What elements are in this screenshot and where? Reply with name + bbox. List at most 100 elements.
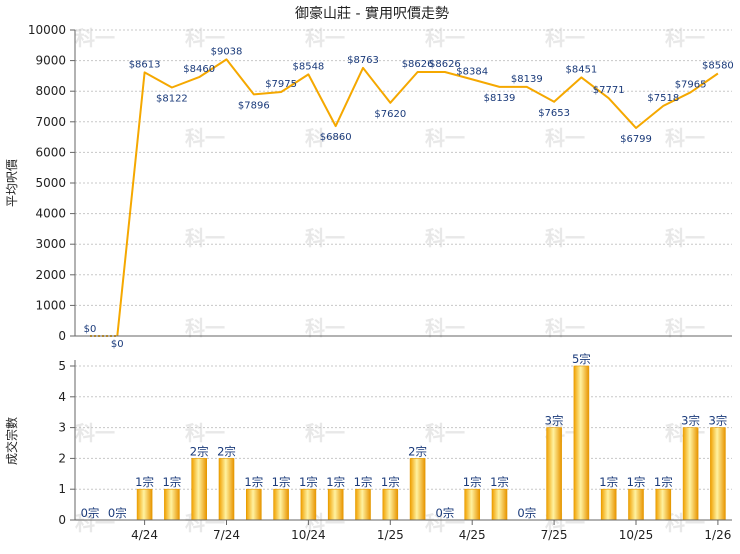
count-bar [464, 488, 481, 521]
price-point-label: $7620 [374, 109, 406, 120]
watermark-text: 科一 [425, 226, 465, 250]
watermark-text: 科一 [305, 126, 345, 150]
price-point-label: $8122 [156, 93, 188, 104]
count-bar-label: 2宗 [190, 444, 209, 458]
count-bars [136, 365, 726, 521]
count-bar-label: 3宗 [681, 414, 700, 428]
price-line-path [116, 58, 719, 337]
count-bar-label: 3宗 [708, 414, 727, 428]
x-tick-label: 1/25 [377, 528, 404, 542]
watermark-text: 科一 [665, 226, 705, 250]
watermark-text: 科一 [545, 126, 585, 150]
price-point-label: $8139 [484, 93, 516, 104]
watermark-text: 科一 [545, 226, 585, 250]
count-axis-label: 成交宗數 [4, 417, 19, 465]
watermark-text: 科一 [425, 421, 465, 445]
count-bar [246, 488, 262, 521]
count-bar-label: 1宗 [299, 475, 318, 489]
price-tick-label: 8000 [35, 84, 66, 98]
count-bar [409, 458, 426, 521]
count-tick-label: 4 [58, 390, 66, 404]
count-bar [218, 458, 235, 521]
price-point-label: $8384 [456, 66, 488, 77]
price-point-label: $7518 [647, 93, 679, 104]
count-bar [546, 427, 562, 521]
watermark-text: 科一 [425, 126, 465, 150]
price-tick-label: 10000 [28, 23, 66, 37]
price-tick-label: 9000 [35, 54, 66, 68]
price-point-label: $8626 [402, 59, 434, 70]
price-point-label: $7965 [675, 79, 707, 90]
x-tick-label: 10/25 [619, 528, 654, 542]
count-bar-label: 2宗 [217, 444, 236, 458]
count-bar-label: 1宗 [326, 475, 345, 489]
count-bar-label: 5宗 [572, 352, 591, 366]
count-bar [710, 427, 726, 521]
count-bar-label: 1宗 [354, 475, 373, 489]
count-y-ticks: 0 1 2 3 4 5 [58, 359, 75, 527]
count-tick-label: 5 [58, 359, 66, 373]
watermark-text: 科一 [305, 226, 345, 250]
watermark-text: 科一 [185, 226, 225, 250]
count-bar [382, 488, 399, 521]
price-point-label: $0 [84, 324, 97, 335]
count-bar-label: 1宗 [490, 475, 509, 489]
price-point-label: $8460 [183, 64, 215, 75]
count-bar-label: 1宗 [272, 475, 291, 489]
count-bar [191, 458, 207, 521]
count-bar-label: 1宗 [627, 475, 646, 489]
count-bar [273, 488, 289, 521]
price-point-label: $8626 [429, 59, 461, 70]
price-gridlines [75, 29, 732, 337]
price-point-label: $8451 [565, 64, 597, 75]
count-bar-label: 0宗 [108, 506, 127, 520]
price-tick-label: 4000 [35, 207, 66, 221]
count-bar [573, 365, 590, 521]
count-bar-label: 0宗 [517, 506, 536, 520]
count-bar-label: 1宗 [381, 475, 400, 489]
chart-axes [74, 30, 732, 521]
price-point-label: $7896 [238, 100, 270, 111]
x-tick-label: 10/24 [291, 528, 326, 542]
count-bar-labels: 0宗 0宗 1宗 1宗 2宗 2宗 1宗 1宗 1宗 1宗 1宗 1宗 2宗 0宗 1宗 1宗 0宗 3宗 5宗 1宗… [81, 352, 728, 520]
count-bar [655, 488, 672, 521]
count-bar [300, 488, 317, 521]
count-bar [491, 488, 508, 521]
price-tick-label: 0 [58, 329, 66, 343]
price-point-label: $8548 [292, 61, 324, 72]
count-bar-label: 1宗 [135, 475, 154, 489]
count-bar [628, 488, 644, 521]
x-axis-ticks: 4/24 7/24 10/24 1/25 4/25 7/25 10/25 1/26 [131, 520, 731, 542]
price-point-label: $6799 [620, 134, 652, 145]
watermark-text: 科一 [75, 511, 115, 535]
count-bar [682, 427, 699, 521]
count-bar-label: 1宗 [654, 475, 673, 489]
count-bar-label: 3宗 [545, 414, 564, 428]
count-tick-label: 2 [58, 451, 66, 465]
count-tick-label: 1 [58, 482, 66, 496]
price-axis-label: 平均呎價 [5, 159, 19, 207]
price-tick-label: 5000 [35, 176, 66, 190]
x-tick-label: 4/24 [131, 528, 158, 542]
count-bar [136, 488, 153, 521]
watermark-text: 科一 [665, 126, 705, 150]
count-bar-label: 0宗 [435, 506, 454, 520]
price-y-ticks: 0 1000 2000 3000 4000 5000 6000 7000 8000 9000 100… [28, 23, 75, 343]
price-tick-label: 2000 [35, 268, 66, 282]
count-bar-label: 1宗 [463, 475, 482, 489]
x-tick-label: 7/25 [541, 528, 568, 542]
count-bar [355, 488, 371, 521]
watermark-text: 科一 [305, 421, 345, 445]
x-tick-label: 4/25 [459, 528, 486, 542]
count-bar-label: 1宗 [162, 475, 181, 489]
count-bar-label: 0宗 [81, 506, 100, 520]
price-point-label: $7975 [265, 79, 297, 90]
price-tick-label: 6000 [35, 145, 66, 159]
price-point-label: $7653 [538, 108, 570, 119]
watermark-text: 科一 [75, 421, 115, 445]
count-bar-label: 2宗 [408, 444, 427, 458]
price-point-label: $8763 [347, 55, 379, 66]
